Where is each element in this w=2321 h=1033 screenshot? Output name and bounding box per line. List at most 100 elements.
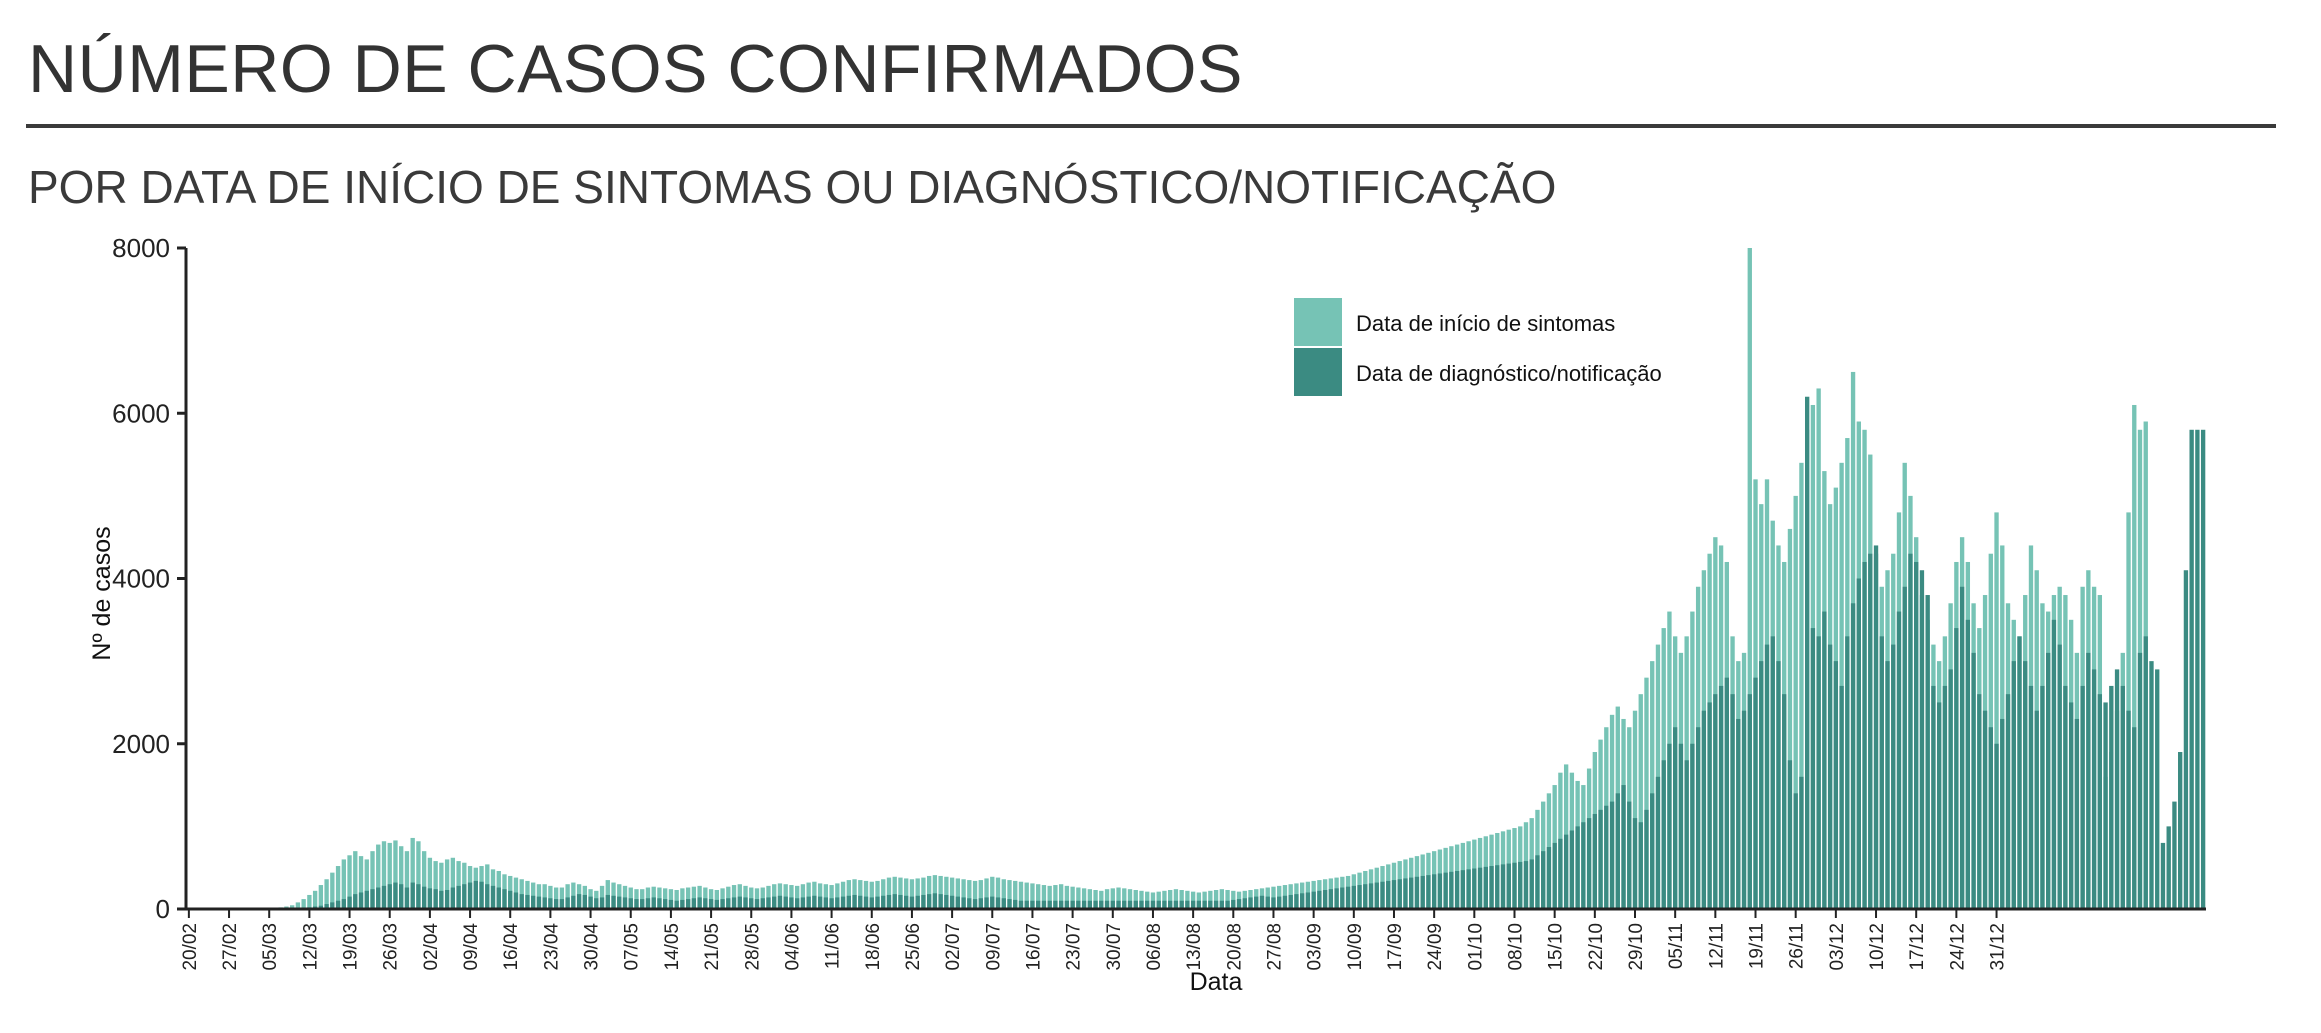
onset-bar [846,880,851,909]
diagnosis-bar [1271,897,1276,909]
diagnosis-bar [1736,718,1741,909]
diagnosis-bar [1311,891,1316,909]
diagnosis-bar [1345,886,1351,909]
diagnosis-bar [605,894,610,909]
diagnosis-bar [726,898,731,909]
diagnosis-bar [881,895,886,909]
diagnosis-bar [1265,896,1270,909]
diagnosis-bar [1879,636,1884,909]
diagnosis-bar [1650,793,1655,909]
onset-bar [921,877,926,909]
diagnosis-bar [817,896,823,909]
onset-bar [990,876,995,909]
diagnosis-bar [1873,545,1879,909]
onset-bar [1225,890,1230,909]
diagnosis-bar [1598,809,1603,909]
diagnosis-bar [1523,861,1529,909]
diagnosis-bar [1690,743,1695,909]
diagnosis-bar [2034,710,2039,909]
diagnosis-bar [789,897,794,909]
diagnosis-bar [1747,694,1752,909]
diagnosis-bar [1684,760,1689,909]
diagnosis-bar [364,890,369,909]
diagnosis-bar [1701,710,1707,909]
diagnosis-bar [777,895,783,909]
onset-bar [450,857,456,909]
onset-bar [1024,882,1029,909]
onset-bar [1638,694,1643,909]
diagnosis-bar [1254,896,1259,909]
onset-bar [1018,881,1024,909]
diagnosis-bar [490,885,496,909]
onset-bar [330,872,335,909]
onset-bar [634,889,639,909]
diagnosis-bar [462,884,467,909]
x-tick-label: 15/10 [1546,923,1567,971]
x-tick-label: 22/10 [1586,923,1607,971]
onset-bar [817,883,823,909]
onset-bar [381,841,387,909]
diagnosis-bar [1391,880,1397,909]
onset-bar [691,886,697,909]
diagnosis-bar [1827,644,1833,909]
onset-bar [444,859,450,909]
diagnosis-bar [2109,685,2114,909]
diagnosis-bar [508,890,513,909]
x-tick-label: 14/05 [662,923,683,971]
onset-bar [341,859,346,909]
onset-bar [617,884,622,909]
onset-bar [1799,462,1804,909]
chart-legend: Data de início de sintomas Data de diagnó… [1294,298,1662,396]
diagnosis-bar [381,885,387,909]
onset-bar [720,888,725,909]
x-tick-label: 19/03 [341,923,362,971]
diagnosis-bar [1300,893,1305,909]
diagnosis-bar [1627,801,1632,909]
diagnosis-bar [1328,889,1334,909]
diagnosis-bar [1896,611,1902,909]
diagnosis-bar [640,899,645,909]
diagnosis-bar [1076,900,1081,909]
diagnosis-bar [2132,727,2137,909]
diagnosis-bar [622,897,628,909]
diagnosis-bar [1081,900,1087,909]
diagnosis-bar [1305,892,1311,909]
onset-bar [565,884,570,909]
onset-bar [1007,880,1012,909]
x-tick-label: 08/10 [1506,923,1527,971]
onset-bar [737,884,742,909]
diagnosis-bar [990,896,995,909]
diagnosis-bar [1001,898,1006,909]
x-tick-label: 03/09 [1305,923,1326,971]
onset-bar [312,890,318,909]
diagnosis-bar [479,881,484,909]
diagnosis-bar [2126,710,2131,909]
onset-bar [559,887,565,909]
diagnosis-bar [2068,702,2074,909]
diagnosis-bar [1678,743,1684,909]
onset-bar [553,887,559,909]
onset-bar [1139,890,1144,909]
diagnosis-bar [439,890,444,909]
x-tick-label: 10/12 [1867,923,1888,971]
x-tick-label: 05/11 [1666,923,1687,969]
x-tick-label: 28/05 [742,923,763,971]
diagnosis-bar [915,895,920,909]
diagnosis-bar [863,896,869,909]
diagnosis-bar [611,895,616,909]
diagnosis-bar [1317,890,1322,909]
diagnosis-bar [1615,793,1620,909]
onset-bar [1793,495,1798,910]
onset-bar [1179,890,1184,909]
diagnosis-bar [1374,882,1379,909]
onset-bar [335,866,341,909]
diagnosis-bar [2011,661,2016,910]
onset-bar [800,884,806,909]
x-tick-label: 13/08 [1184,923,1205,971]
diagnosis-bar [1586,818,1592,909]
diagnosis-bar [2155,669,2160,909]
onset-bar [1093,890,1098,909]
onset-bar [789,885,794,909]
diagnosis-bar [2040,685,2045,909]
